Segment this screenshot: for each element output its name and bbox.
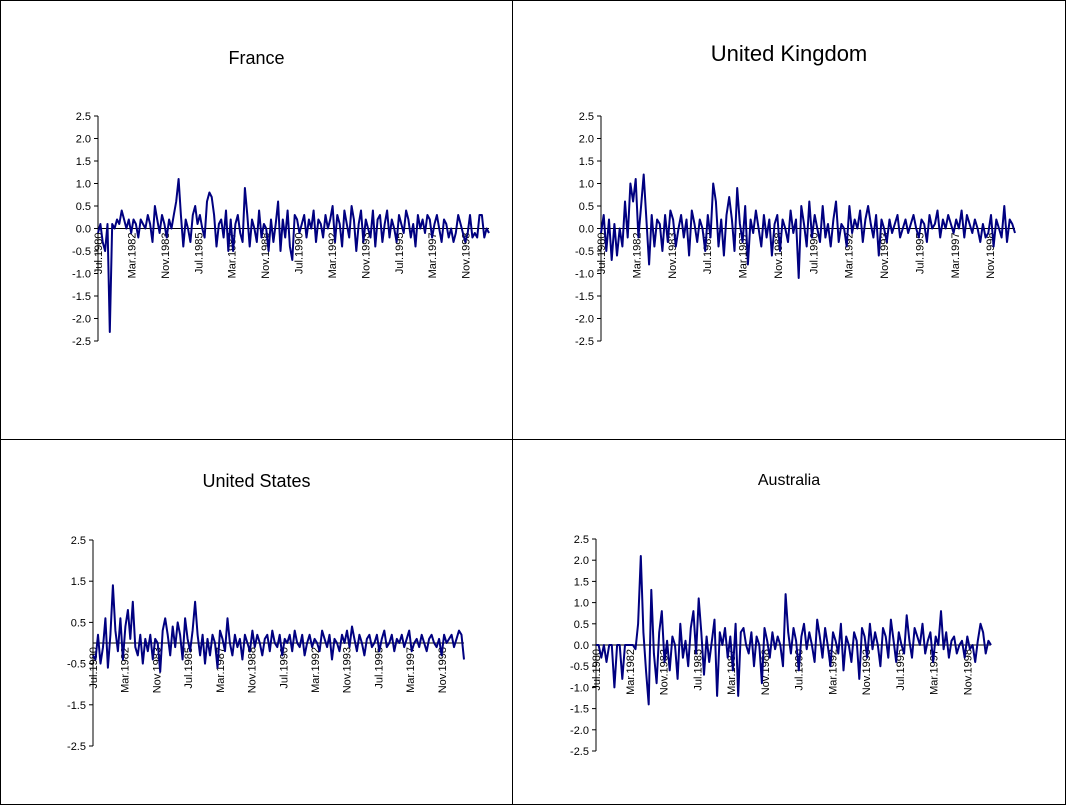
x-tick-label: Nov.1988 bbox=[773, 233, 785, 279]
y-tick-label: -1.5 bbox=[575, 291, 594, 303]
x-tick-label: Nov.1998 bbox=[461, 233, 473, 279]
series-line bbox=[97, 178, 490, 333]
x-tick-label: Nov.1993 bbox=[861, 649, 873, 695]
x-tick-label: Mar.1982 bbox=[120, 647, 132, 693]
x-tick-label: Nov.1993 bbox=[342, 647, 354, 693]
x-tick-label: Jul.1990 bbox=[808, 233, 820, 275]
y-tick-label: 2.5 bbox=[71, 535, 86, 547]
y-tick-label: 1.5 bbox=[574, 576, 589, 588]
x-tick-label: Mar.1982 bbox=[631, 233, 643, 279]
x-tick-label: Mar.1997 bbox=[427, 233, 439, 279]
x-tick-label: Mar.1992 bbox=[327, 233, 339, 279]
y-tick-label: -1.0 bbox=[575, 269, 594, 281]
series-line bbox=[596, 555, 992, 706]
y-tick-label: -0.5 bbox=[72, 246, 91, 258]
x-tick-label: Jul.1985 bbox=[193, 233, 205, 275]
x-tick-label: Jul.1990 bbox=[278, 647, 290, 689]
y-tick-label: -1.0 bbox=[570, 682, 589, 694]
y-tick-label: -2.5 bbox=[67, 741, 86, 753]
chart-panel-france: France 2.5 2.0 1.5 1.0 0.5 0.0 -0.5 -1.0 -1.5 -2.… bbox=[0, 0, 513, 440]
chart-panel-australia: Australia 2.5 2.0 1.5 1.0 0.5 0.0 -0.5 -1.0 -1.5… bbox=[512, 439, 1066, 805]
x-tick-label: Mar.1982 bbox=[126, 233, 138, 279]
chart-plot: 2.5 1.5 0.5 -0.5 -1.5 -2.5 Jul.1980 Mar.1982 Nov… bbox=[67, 535, 465, 753]
series-line bbox=[600, 173, 1016, 279]
y-tick-label: 0.5 bbox=[71, 617, 86, 629]
y-tick-label: 0.0 bbox=[574, 640, 589, 652]
y-tick-label: -1.5 bbox=[570, 704, 589, 716]
x-tick-label: Mar.1997 bbox=[950, 233, 962, 279]
y-tick-label: -2.0 bbox=[570, 725, 589, 737]
y-tick-label: -1.5 bbox=[67, 700, 86, 712]
y-tick-label: -2.5 bbox=[570, 746, 589, 758]
x-tick-label: Jul.1995 bbox=[895, 649, 907, 691]
y-tick-label: 1.5 bbox=[71, 576, 86, 588]
y-tick-label: 2.5 bbox=[579, 111, 594, 123]
chart-title: France bbox=[228, 48, 285, 68]
y-tick-label: 1.0 bbox=[76, 179, 91, 191]
chart-panel-united-kingdom: United Kingdom 2.5 2.0 1.5 1.0 0.5 0.0 -0.5 -1.… bbox=[512, 0, 1066, 440]
x-tick-label: Nov.1983 bbox=[160, 233, 172, 279]
y-tick-label: 2.0 bbox=[574, 555, 589, 567]
x-tick-label: Jul.1995 bbox=[373, 647, 385, 689]
y-tick-label: 1.0 bbox=[574, 598, 589, 610]
x-tick-label: Mar.1992 bbox=[310, 647, 322, 693]
y-tick-label: -0.5 bbox=[575, 246, 594, 258]
x-tick-label: Nov.1983 bbox=[659, 649, 671, 695]
y-tick-label: 1.0 bbox=[579, 179, 594, 191]
chart-title: United Kingdom bbox=[710, 41, 868, 66]
x-tick-label: Nov.1998 bbox=[962, 649, 974, 695]
x-tick-label: Jul.1980 bbox=[88, 647, 100, 689]
x-tick-label: Mar.1997 bbox=[929, 649, 941, 695]
x-tick-label: Jul.1985 bbox=[183, 647, 195, 689]
x-tick-label: Nov.1993 bbox=[360, 233, 372, 279]
chart-title: Australia bbox=[757, 472, 821, 489]
y-tick-label: -2.5 bbox=[72, 336, 91, 348]
x-tick-label: Nov.1998 bbox=[437, 647, 449, 693]
x-tick-label: Nov.1988 bbox=[247, 647, 259, 693]
y-tick-label: -2.0 bbox=[575, 314, 594, 326]
y-tick-label: 1.5 bbox=[76, 156, 91, 168]
y-tick-label: 2.5 bbox=[574, 534, 589, 546]
x-tick-label: Jul.1995 bbox=[914, 233, 926, 275]
x-tick-label: Jul.1985 bbox=[692, 649, 704, 691]
x-tick-label: Mar.1997 bbox=[405, 647, 417, 693]
y-tick-label: 1.5 bbox=[579, 156, 594, 168]
y-tick-label: 0.0 bbox=[579, 224, 594, 236]
chart-plot: 2.5 2.0 1.5 1.0 0.5 0.0 -0.5 -1.0 -1.5 -2.0 -2.5 Ju… bbox=[575, 111, 1016, 348]
y-tick-label: 0.5 bbox=[579, 201, 594, 213]
x-tick-label: Nov.1998 bbox=[985, 233, 997, 279]
y-tick-label: -1.5 bbox=[72, 291, 91, 303]
x-tick-label: Jul.1980 bbox=[591, 649, 603, 691]
chart-plot: 2.5 2.0 1.5 1.0 0.5 0.0 -0.5 -1.0 -1.5 -2.0 -2.5 Ju… bbox=[72, 111, 490, 348]
chart-title: United States bbox=[202, 471, 311, 491]
y-tick-label: 2.0 bbox=[76, 134, 91, 146]
y-tick-label: -0.5 bbox=[67, 659, 86, 671]
x-tick-label: Jul.1990 bbox=[294, 233, 306, 275]
y-tick-label: 2.5 bbox=[76, 111, 91, 123]
y-tick-label: -1.0 bbox=[72, 269, 91, 281]
chart-plot: 2.5 2.0 1.5 1.0 0.5 0.0 -0.5 -1.0 -1.5 -2.0 -2.5 Ju… bbox=[570, 534, 992, 758]
x-tick-label: Nov.1993 bbox=[879, 233, 891, 279]
y-tick-label: 0.5 bbox=[574, 619, 589, 631]
x-tick-label: Mar.1982 bbox=[625, 649, 637, 695]
y-tick-label: -2.5 bbox=[575, 336, 594, 348]
y-tick-label: 2.0 bbox=[579, 134, 594, 146]
y-tick-label: -2.0 bbox=[72, 314, 91, 326]
x-tick-label: Mar.1987 bbox=[726, 649, 738, 695]
y-tick-label: 0.0 bbox=[76, 224, 91, 236]
series-line bbox=[92, 584, 465, 673]
chart-panel-united-states: United States 2.5 1.5 0.5 -0.5 -1.5 -2.5 Jul.1… bbox=[0, 439, 513, 805]
y-tick-label: -0.5 bbox=[570, 661, 589, 673]
y-tick-label: 0.5 bbox=[76, 201, 91, 213]
